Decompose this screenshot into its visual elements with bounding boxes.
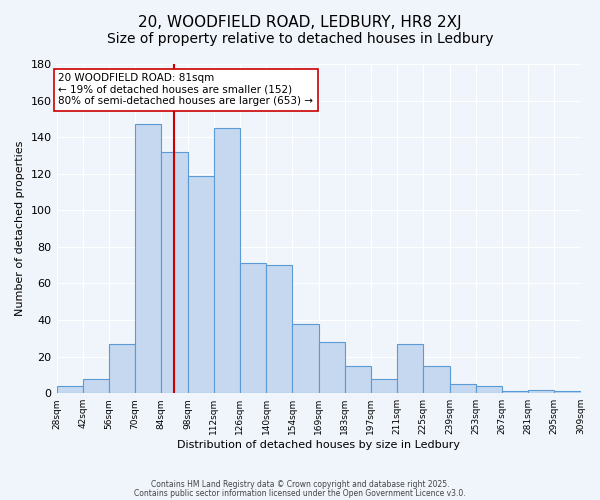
Text: Contains HM Land Registry data © Crown copyright and database right 2025.: Contains HM Land Registry data © Crown c… [151, 480, 449, 489]
Text: Size of property relative to detached houses in Ledbury: Size of property relative to detached ho… [107, 32, 493, 46]
Bar [502, 392, 528, 393]
Bar [188, 176, 214, 393]
Text: Contains public sector information licensed under the Open Government Licence v3: Contains public sector information licen… [134, 488, 466, 498]
Bar [424, 366, 449, 393]
Bar [345, 366, 371, 393]
Text: 20 WOODFIELD ROAD: 81sqm
← 19% of detached houses are smaller (152)
80% of semi-: 20 WOODFIELD ROAD: 81sqm ← 19% of detach… [58, 73, 313, 106]
Bar [83, 378, 109, 393]
Bar [371, 378, 397, 393]
Bar [554, 392, 581, 393]
Bar [528, 390, 554, 393]
Bar [214, 128, 240, 393]
Bar [266, 265, 292, 393]
X-axis label: Distribution of detached houses by size in Ledbury: Distribution of detached houses by size … [177, 440, 460, 450]
Bar [109, 344, 135, 393]
Bar [476, 386, 502, 393]
Bar [161, 152, 188, 393]
Bar [292, 324, 319, 393]
Bar [135, 124, 161, 393]
Bar [397, 344, 424, 393]
Bar [56, 386, 83, 393]
Bar [319, 342, 345, 393]
Bar [240, 264, 266, 393]
Text: 20, WOODFIELD ROAD, LEDBURY, HR8 2XJ: 20, WOODFIELD ROAD, LEDBURY, HR8 2XJ [138, 15, 462, 30]
Y-axis label: Number of detached properties: Number of detached properties [15, 141, 25, 316]
Bar [449, 384, 476, 393]
